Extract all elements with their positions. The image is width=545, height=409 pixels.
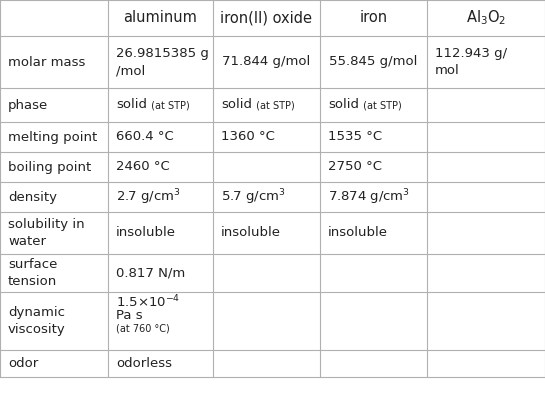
Text: 2.7 g/cm$^3$: 2.7 g/cm$^3$ xyxy=(116,187,180,207)
Text: 660.4 °C: 660.4 °C xyxy=(116,130,174,144)
Text: (at STP): (at STP) xyxy=(360,100,402,110)
Text: solubility in
water: solubility in water xyxy=(8,218,84,248)
Text: 71.844 g/mol: 71.844 g/mol xyxy=(222,56,311,68)
Text: aluminum: aluminum xyxy=(124,11,197,25)
Text: solid: solid xyxy=(221,99,252,112)
Text: iron: iron xyxy=(360,11,387,25)
Text: (at STP): (at STP) xyxy=(148,100,190,110)
Text: 55.845 g/mol: 55.845 g/mol xyxy=(329,56,417,68)
Text: solid: solid xyxy=(116,99,147,112)
Text: (at STP): (at STP) xyxy=(253,100,295,110)
Text: 112.943 g/
mol: 112.943 g/ mol xyxy=(435,47,507,77)
Text: molar mass: molar mass xyxy=(8,56,86,68)
Text: 2750 °C: 2750 °C xyxy=(328,160,382,173)
Text: 0.817 N/m: 0.817 N/m xyxy=(116,267,185,279)
Text: insoluble: insoluble xyxy=(221,227,281,240)
Text: 7.874 g/cm$^3$: 7.874 g/cm$^3$ xyxy=(328,187,410,207)
Text: phase: phase xyxy=(8,99,49,112)
Text: 1.5$\times$10$^{-4}$: 1.5$\times$10$^{-4}$ xyxy=(116,294,180,310)
Text: surface
tension: surface tension xyxy=(8,258,57,288)
Text: insoluble: insoluble xyxy=(328,227,388,240)
Text: boiling point: boiling point xyxy=(8,160,91,173)
Text: (at 760 °C): (at 760 °C) xyxy=(116,324,169,334)
Text: odorless: odorless xyxy=(116,357,172,370)
Text: melting point: melting point xyxy=(8,130,97,144)
Text: solid: solid xyxy=(328,99,359,112)
Text: Al$_3$O$_2$: Al$_3$O$_2$ xyxy=(466,9,506,27)
Text: Pa s: Pa s xyxy=(116,309,143,322)
Text: density: density xyxy=(8,191,57,204)
Text: dynamic
viscosity: dynamic viscosity xyxy=(8,306,66,336)
Text: odor: odor xyxy=(8,357,38,370)
Text: insoluble: insoluble xyxy=(116,227,176,240)
Text: iron(II) oxide: iron(II) oxide xyxy=(221,11,312,25)
Text: 1360 °C: 1360 °C xyxy=(221,130,275,144)
Text: 1535 °C: 1535 °C xyxy=(328,130,382,144)
Text: 2460 °C: 2460 °C xyxy=(116,160,169,173)
Text: 26.9815385 g
/mol: 26.9815385 g /mol xyxy=(116,47,209,77)
Text: 5.7 g/cm$^3$: 5.7 g/cm$^3$ xyxy=(221,187,286,207)
